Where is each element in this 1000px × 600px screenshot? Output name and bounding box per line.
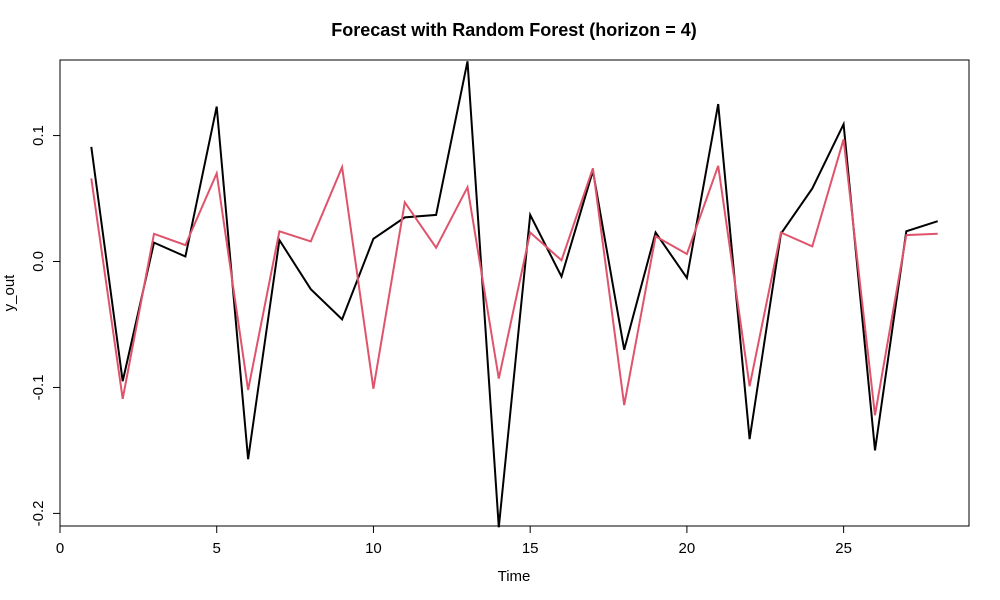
- y-axis: -0.2 -0.1 0.0 0.1: [30, 125, 61, 526]
- x-axis-label: Time: [498, 568, 531, 585]
- y-tick-label: -0.2: [30, 500, 47, 526]
- x-tick-label: 5: [213, 540, 221, 557]
- x-tick-label: 20: [679, 540, 696, 557]
- series-line-1: [90, 61, 939, 528]
- x-tick-label: 15: [522, 540, 539, 557]
- y-tick-label: -0.1: [30, 375, 47, 401]
- series-layer: [90, 61, 939, 528]
- x-tick-label: 0: [56, 540, 64, 557]
- chart-title: Forecast with Random Forest (horizon = 4…: [331, 20, 697, 40]
- plot-frame: [59, 59, 970, 527]
- x-axis: 0 5 10 15 20 25: [56, 525, 852, 557]
- y-tick-label: 0.0: [30, 251, 47, 272]
- x-tick-label: 25: [835, 540, 852, 557]
- x-tick-label: 10: [365, 540, 382, 557]
- y-axis-label: y_out: [1, 274, 18, 312]
- series-line-2: [90, 139, 938, 416]
- y-tick-label: 0.1: [30, 125, 47, 146]
